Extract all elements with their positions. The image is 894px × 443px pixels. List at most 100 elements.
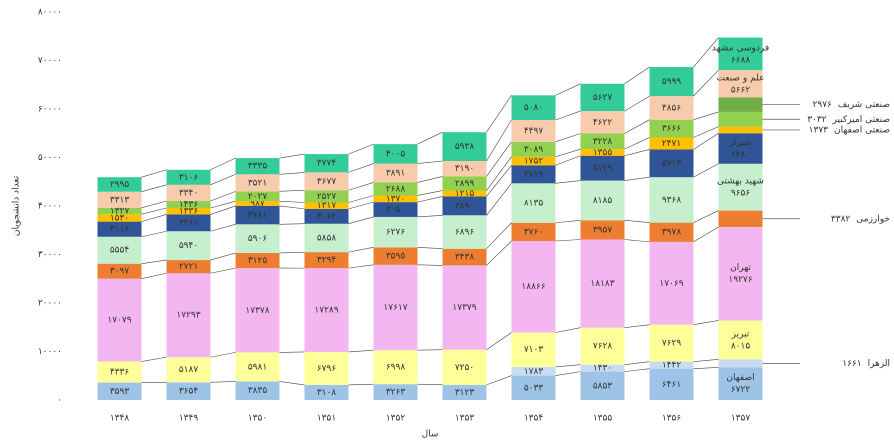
bar-segment — [718, 163, 763, 211]
value-label: ۱۵۳۰ — [110, 213, 129, 223]
value-label: ۱۷۸۳ — [524, 367, 544, 377]
value-label: ۶۲۸۰ — [731, 150, 750, 160]
bar-segment — [649, 149, 694, 178]
value-label: ۵۸۵۳ — [593, 381, 613, 391]
value-label: ۱۷۰۷۹ — [107, 316, 131, 326]
bar-segment — [649, 137, 694, 150]
x-tick-label: ۱۳۵۷ — [731, 414, 751, 424]
value-label: ۲۰۲۷ — [248, 192, 268, 202]
bar-segment — [511, 366, 556, 376]
connector — [486, 222, 512, 249]
bar-segment — [718, 97, 763, 112]
connector — [624, 119, 650, 134]
value-label: ۱۴۳۰ — [593, 364, 612, 374]
value-label: ۴۶۲۲ — [593, 118, 613, 128]
series-label: تبریز — [731, 329, 750, 339]
value-label: ۱۴۴۲ — [662, 361, 682, 371]
value-label: ۳۸۹۱ — [386, 169, 405, 179]
x-tick-label: ۱۳۵۰ — [248, 414, 267, 424]
bar-segment — [166, 201, 211, 208]
bar-segment — [373, 144, 418, 164]
connector — [348, 216, 374, 225]
bar-segment — [235, 224, 280, 253]
bar-segment — [97, 177, 142, 192]
connector — [624, 239, 650, 243]
bar-segment — [580, 327, 625, 365]
value-label: ۳۴۳۸ — [455, 253, 475, 263]
x-tick-label: ۱۳۵۳ — [455, 414, 475, 424]
connector — [279, 381, 305, 386]
connector — [486, 240, 512, 266]
bar-segment — [373, 202, 418, 217]
connector — [555, 133, 581, 143]
value-label: ۳۱۲۵ — [248, 256, 268, 266]
connector — [348, 163, 374, 173]
connector — [693, 126, 719, 138]
connector — [417, 131, 443, 145]
connector — [417, 383, 443, 386]
connector — [279, 205, 305, 210]
y-tick-label: ۴۰۰۰۰ — [38, 202, 62, 212]
x-tick-label: ۱۳۴۸ — [110, 414, 130, 424]
connector — [279, 153, 305, 159]
connector — [279, 189, 305, 192]
bar-segment — [166, 169, 211, 185]
value-label: ۳۳۳۵ — [248, 162, 268, 172]
bar-segment — [649, 222, 694, 242]
value-label: ۵۱۲۹ — [593, 164, 613, 174]
connector — [693, 320, 719, 325]
value-label: ۶۹۹۸ — [386, 363, 406, 373]
x-tick-label: ۱۳۵۲ — [386, 414, 406, 424]
value-label: ۱۳۲۷ — [110, 207, 130, 217]
connector — [141, 200, 167, 209]
connector — [486, 156, 512, 191]
value-label: ۳۰۳۲ — [807, 115, 827, 125]
series-label: اصفهان — [726, 373, 754, 383]
bar-segment — [304, 154, 349, 173]
connector — [210, 267, 236, 274]
connector — [279, 251, 305, 254]
y-tick-label: ۸۰۰۰۰ — [38, 8, 62, 18]
value-label: ۳۰۸۹ — [524, 145, 544, 155]
y-tick-label: ۳۰۰۰۰ — [38, 250, 62, 260]
connector — [348, 349, 374, 353]
bar-segment — [373, 163, 418, 183]
connector — [486, 95, 512, 133]
value-label: ۱۳۱۷ — [317, 201, 337, 211]
bar-segment — [166, 382, 211, 400]
value-label: ۹۸۷ — [250, 199, 265, 209]
connector — [624, 95, 650, 112]
connector — [624, 220, 650, 223]
value-label: ۲۹۷۶ — [813, 100, 833, 110]
value-label: ۹۳۶۸ — [662, 195, 682, 205]
bar-segment — [235, 158, 280, 175]
y-tick-label: ۶۰۰۰۰ — [38, 105, 62, 115]
value-label: ۷۶۲۹ — [662, 339, 682, 349]
bar-segment — [718, 111, 763, 127]
connector — [210, 205, 236, 215]
connector — [279, 200, 305, 203]
bar-segment — [580, 155, 625, 181]
value-label: ۵۶۲۷ — [593, 93, 613, 103]
bar-segment — [718, 126, 763, 134]
series-label: فردوسی مشهد — [712, 43, 769, 53]
bar-segment — [511, 95, 556, 120]
series-label: صنعتی اصفهان — [834, 125, 890, 135]
value-label: ۳۷۸۱ — [248, 211, 267, 221]
connector — [348, 201, 374, 210]
value-label: ۳۳۱۳ — [110, 195, 130, 205]
value-label: ۳۱۹۰ — [455, 164, 474, 174]
value-label: ۹۶۵۶ — [731, 189, 751, 199]
bar-segment — [235, 174, 280, 192]
value-label: ۳۱۱۶ — [110, 225, 130, 235]
value-label: ۵۹۰۶ — [248, 234, 268, 244]
connector — [141, 214, 167, 222]
value-label: ۵۸۵۸ — [317, 233, 337, 243]
connector — [486, 119, 512, 162]
connector — [417, 264, 443, 266]
value-label: ۱۶۶۱ — [842, 359, 861, 369]
connector — [417, 160, 443, 164]
bar-segment — [442, 190, 487, 197]
bar-segment — [442, 176, 487, 191]
